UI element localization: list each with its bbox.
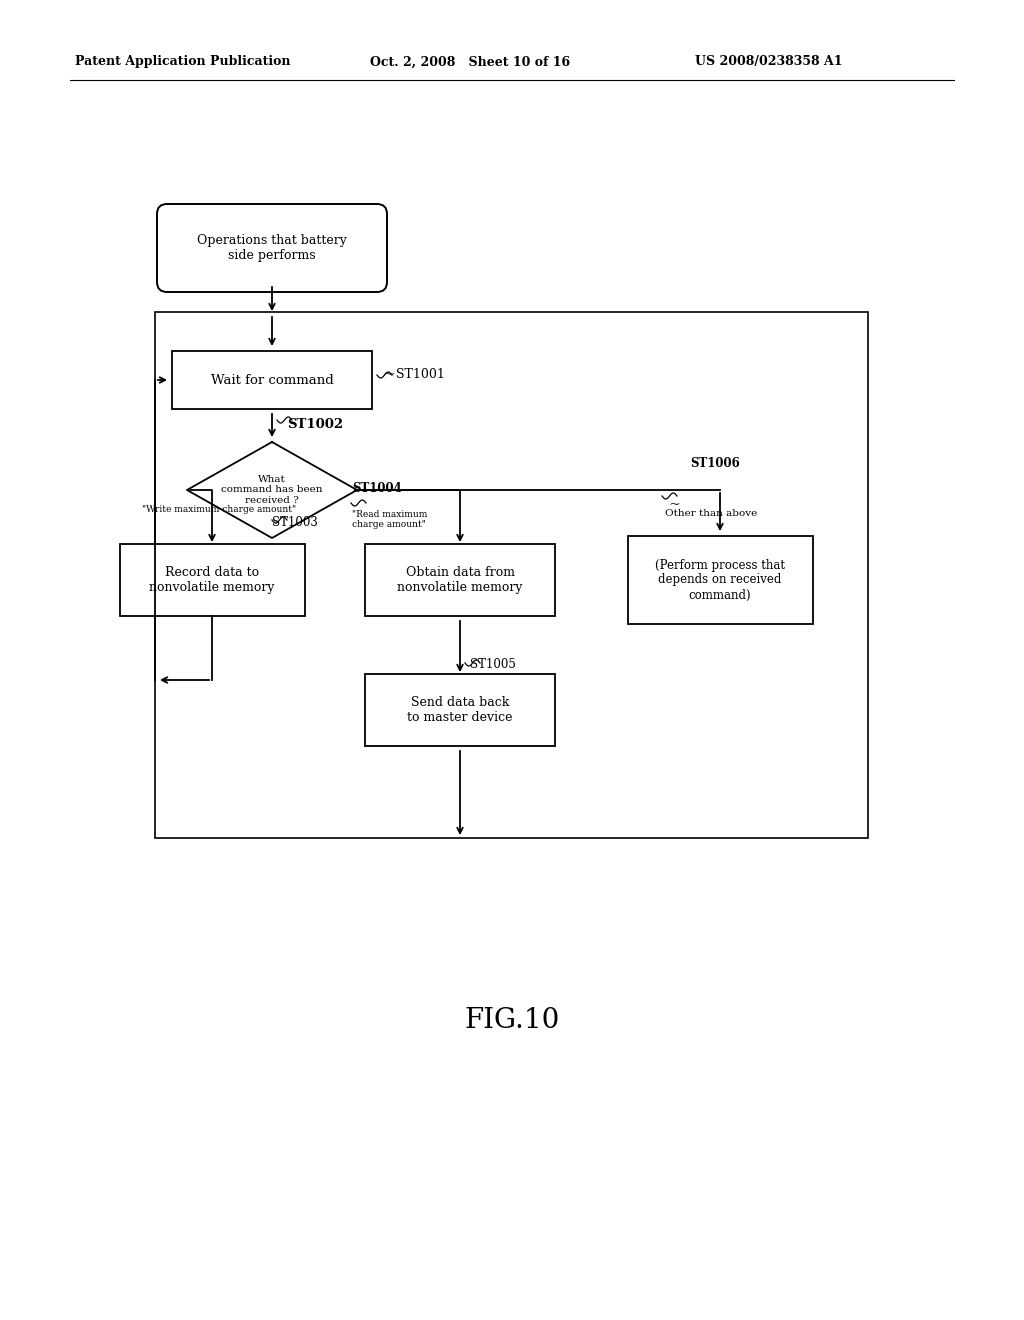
Bar — [155, 312, 868, 838]
Text: Other than above: Other than above — [665, 510, 758, 519]
Text: Send data back
to master device: Send data back to master device — [408, 696, 513, 723]
Text: ST1002: ST1002 — [287, 417, 343, 430]
Text: Record data to
nonvolatile memory: Record data to nonvolatile memory — [150, 566, 274, 594]
Text: "Write maximum charge amount": "Write maximum charge amount" — [142, 506, 296, 513]
Text: What
command has been
received ?: What command has been received ? — [221, 475, 323, 504]
FancyBboxPatch shape — [628, 536, 812, 624]
Text: "Read maximum
charge amount": "Read maximum charge amount" — [352, 510, 427, 529]
Text: ST1006: ST1006 — [690, 457, 739, 470]
Text: ST1003: ST1003 — [272, 516, 317, 528]
FancyBboxPatch shape — [365, 544, 555, 616]
FancyBboxPatch shape — [172, 351, 372, 409]
Text: FIG.10: FIG.10 — [464, 1006, 560, 1034]
FancyBboxPatch shape — [365, 675, 555, 746]
Text: (Perform process that
depends on received
command): (Perform process that depends on receive… — [655, 558, 785, 602]
Text: Operations that battery
side performs: Operations that battery side performs — [197, 234, 347, 261]
Text: Obtain data from
nonvolatile memory: Obtain data from nonvolatile memory — [397, 566, 522, 594]
Text: ~: ~ — [382, 368, 394, 381]
Text: Oct. 2, 2008   Sheet 10 of 16: Oct. 2, 2008 Sheet 10 of 16 — [370, 55, 570, 69]
Text: ST1001: ST1001 — [396, 368, 444, 381]
Text: ~: ~ — [668, 498, 680, 512]
Text: Wait for command: Wait for command — [211, 374, 334, 387]
Text: ST1004: ST1004 — [352, 482, 401, 495]
FancyBboxPatch shape — [157, 205, 387, 292]
Text: ST1005: ST1005 — [470, 659, 516, 672]
Text: US 2008/0238358 A1: US 2008/0238358 A1 — [695, 55, 843, 69]
Text: Patent Application Publication: Patent Application Publication — [75, 55, 291, 69]
FancyBboxPatch shape — [120, 544, 304, 616]
